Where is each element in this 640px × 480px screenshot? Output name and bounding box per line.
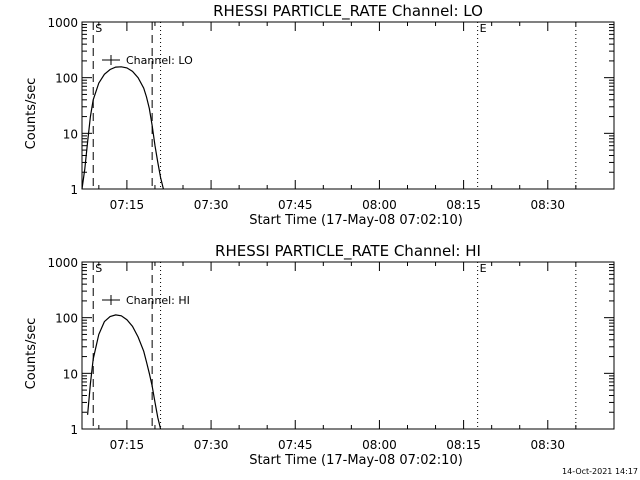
- x-tick-label: 07:15: [110, 198, 145, 212]
- x-axis-label: Start Time (17-May-08 07:02:10): [249, 213, 463, 228]
- x-tick-label: 08:15: [446, 198, 481, 212]
- y-tick-label: 1000: [47, 256, 78, 270]
- plot-frame: [81, 261, 615, 430]
- x-tick-label: 07:45: [278, 198, 313, 212]
- legend-label: Channel: LO: [126, 54, 193, 67]
- x-tick-label: 08:30: [530, 198, 565, 212]
- y-tick-label: 10: [63, 367, 78, 381]
- data-series-line: [81, 66, 164, 190]
- event-marker-label: S: [95, 262, 102, 275]
- y-tick-label: 100: [55, 72, 78, 86]
- footer-timestamp: 14-Oct-2021 14:17: [562, 467, 638, 476]
- y-tick-label: 100: [55, 312, 78, 326]
- y-tick-label: 1: [70, 423, 78, 437]
- panel-2: RHESSI PARTICLE_RATE Channel: HI Counts/s…: [24, 242, 615, 468]
- x-tick-label: 08:00: [362, 438, 397, 452]
- x-tick-label: 08:15: [446, 438, 481, 452]
- data-series-line: [87, 314, 162, 430]
- x-tick-label: 08:00: [362, 198, 397, 212]
- legend-label: Channel: HI: [126, 294, 190, 307]
- x-axis-label: Start Time (17-May-08 07:02:10): [249, 453, 463, 468]
- x-tick-label: 07:30: [194, 438, 229, 452]
- event-marker-label: S: [95, 22, 102, 35]
- x-tick-label: 07:45: [278, 438, 313, 452]
- panel-1: RHESSI PARTICLE_RATE Channel: LO Counts/s…: [24, 2, 615, 228]
- chart-title: RHESSI PARTICLE_RATE Channel: LO: [213, 2, 483, 21]
- x-tick-label: 08:30: [530, 438, 565, 452]
- y-tick-label: 1000: [47, 16, 78, 30]
- plot-frame: [81, 21, 615, 190]
- y-axis-label: Counts/sec: [24, 318, 39, 390]
- x-tick-label: 07:15: [110, 438, 145, 452]
- y-tick-label: 10: [63, 127, 78, 141]
- x-tick-label: 07:30: [194, 198, 229, 212]
- event-marker-label: E: [480, 262, 487, 275]
- y-tick-label: 1: [70, 183, 78, 197]
- chart-title: RHESSI PARTICLE_RATE Channel: HI: [215, 242, 481, 261]
- event-marker-label: E: [480, 22, 487, 35]
- y-axis-label: Counts/sec: [24, 78, 39, 150]
